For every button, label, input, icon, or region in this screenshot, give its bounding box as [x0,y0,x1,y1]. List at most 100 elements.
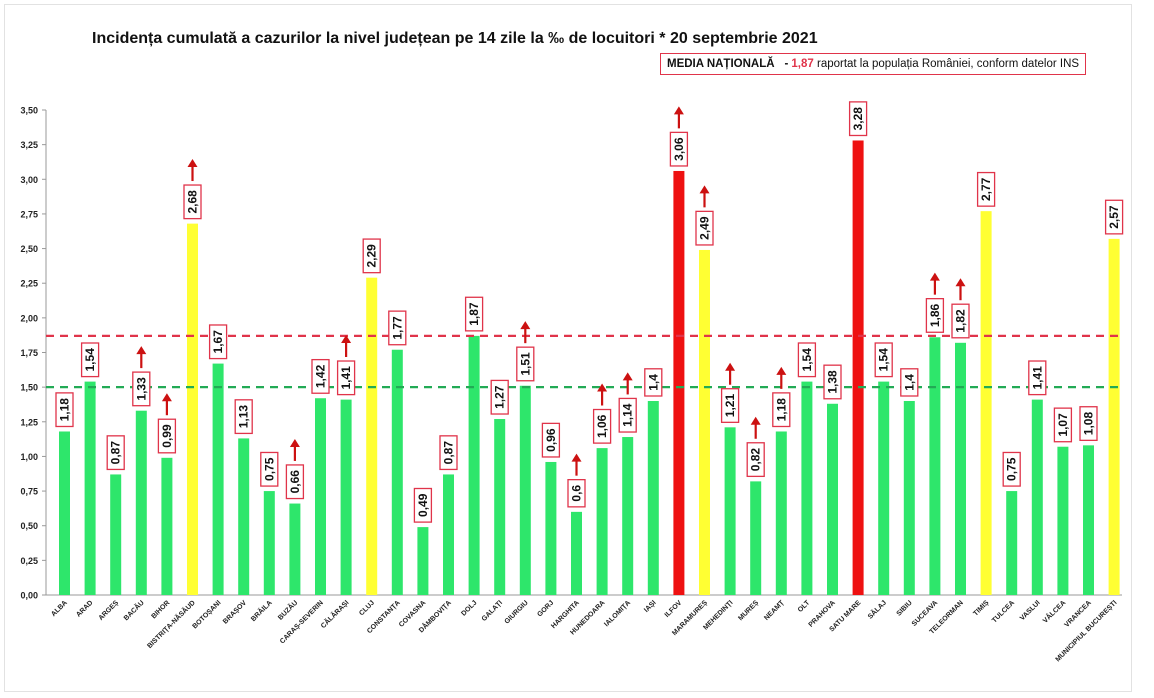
value-label: 1,42 [314,364,328,388]
y-tick-label: 1,25 [20,417,38,427]
value-label-box [772,392,791,428]
national-average-box: MEDIA NAȚIONALĂ -1,87 raportat la populaț… [660,53,1087,75]
bar [468,335,480,595]
x-tick-label: VÂLCEA [1041,598,1068,625]
value-label-box [336,360,356,396]
bar [955,342,966,595]
bar [801,381,813,595]
value-label-box [567,479,586,508]
bar [289,503,301,595]
value-label: 1,54 [83,348,97,372]
value-label-box [1002,451,1021,487]
value-label: 1,13 [237,405,251,429]
value-label: 1,18 [774,398,788,422]
x-tick-label: GIURGIU [504,599,530,625]
value-label-box [260,451,279,487]
y-tick-label: 1,00 [20,452,38,462]
value-label-box [439,435,458,471]
x-tick-label: NEAMȚ [763,599,786,622]
bar [827,403,838,595]
bar [494,419,506,595]
x-tick-label: MUREȘ [737,599,760,622]
value-label: 3,06 [672,137,686,161]
value-label-box [234,399,253,435]
bar [1108,238,1120,595]
value-label-box [208,324,228,360]
x-tick-label: OLT [797,599,812,614]
bar [571,511,582,595]
up-arrow-icon [341,335,352,344]
up-arrow-icon [187,159,198,168]
value-label-box [592,408,612,444]
y-tick-label: 0,00 [20,591,38,601]
y-tick-label: 0,50 [20,521,38,531]
y-tick-label: 3,00 [20,175,38,185]
bar [238,438,250,595]
y-tick-label: 3,25 [20,140,38,150]
up-arrow-icon [955,278,966,287]
value-label: 2,68 [186,190,200,214]
value-label-box [516,346,535,382]
value-label: 1,33 [134,377,148,401]
bar [903,401,915,595]
value-label: 1,41 [1030,366,1044,390]
value-label: 1,4 [902,374,916,391]
x-tick-label: GALAȚI [481,599,504,622]
x-tick-label: IALOMIȚA [603,599,632,628]
up-arrow-icon [289,438,300,447]
value-label-box [951,303,970,339]
x-tick-label: BISTRIȚA-NĂSĂUD [145,598,197,650]
value-label: 2,49 [698,216,712,240]
x-tick-label: ARAD [75,599,94,618]
bar [622,437,634,595]
up-arrow-icon [929,272,940,281]
value-label-box [669,131,689,167]
bar [673,170,685,595]
bar [110,474,122,595]
value-label: 0,75 [1005,457,1019,481]
value-label: 1,18 [58,398,72,422]
value-label: 0,96 [544,428,558,452]
value-label-box [848,101,868,137]
value-label: 1,54 [877,348,891,372]
value-label: 2,57 [1107,205,1121,229]
y-tick-label: 1,50 [20,383,38,393]
value-label: 1,07 [1056,413,1070,437]
x-tick-label: ARGEȘ [98,599,121,622]
up-arrow-icon [776,366,787,375]
value-label: 1,82 [954,309,968,333]
up-arrow-icon [161,393,172,402]
value-label-box [157,418,177,454]
value-label-box [823,364,842,400]
value-label: 0,87 [109,441,123,465]
value-label-box [183,184,202,220]
value-label: 1,86 [928,303,942,327]
bar [545,461,557,595]
value-label-box [1053,407,1073,443]
bar [1057,446,1069,595]
value-label: 0,99 [160,424,174,448]
up-arrow-icon [571,453,582,462]
x-tick-label: BACĂU [121,598,145,622]
value-label-box [720,388,740,423]
up-arrow-icon [750,416,761,425]
up-arrow-icon [699,185,710,194]
bar [315,398,326,595]
value-label: 2,29 [365,244,379,268]
value-label: 1,14 [621,403,635,427]
bar [443,474,454,595]
value-label-box [746,442,765,478]
value-label: 3,28 [851,107,865,131]
value-label: 1,51 [518,352,532,376]
value-label-box [1104,199,1124,235]
y-tick-label: 0,25 [20,556,38,566]
x-tick-label: VASLUI [1019,599,1042,622]
bar [980,211,992,595]
x-tick-label: CARAȘ-SEVERIN [279,599,325,645]
x-tick-label: ALBA [50,599,69,618]
x-tick-label: DOLJ [460,599,478,617]
value-label-box [80,342,100,378]
bar [929,337,941,595]
value-label-box [413,487,433,523]
